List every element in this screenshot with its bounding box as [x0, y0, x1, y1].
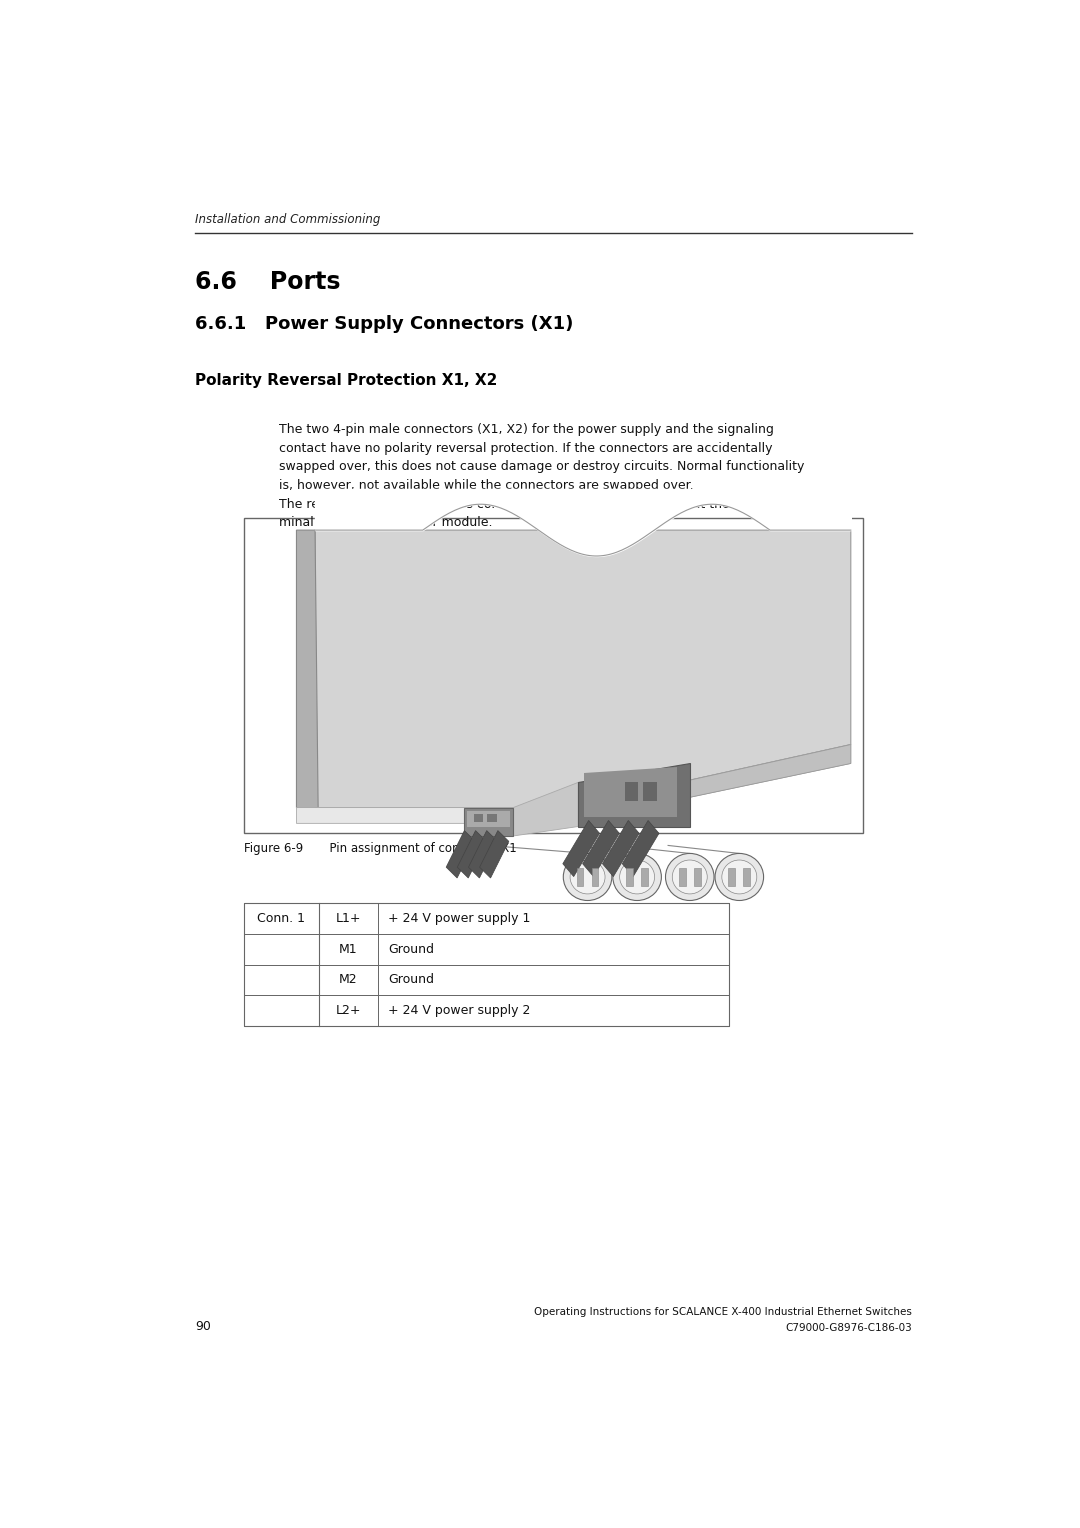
Bar	[644, 782, 657, 801]
Polygon shape	[584, 767, 677, 817]
Bar	[469, 831, 498, 879]
Bar	[603, 821, 639, 877]
Text: + 24 V power supply 1: + 24 V power supply 1	[388, 912, 530, 926]
Text: Installation and Commissioning: Installation and Commissioning	[195, 214, 380, 226]
Ellipse shape	[665, 854, 714, 900]
Ellipse shape	[721, 860, 757, 894]
Bar	[446, 831, 475, 879]
Text: L1+: L1+	[336, 912, 361, 926]
Text: 6.6.1   Power Supply Connectors (X1): 6.6.1 Power Supply Connectors (X1)	[195, 315, 573, 333]
Bar	[480, 831, 509, 879]
Polygon shape	[467, 811, 510, 827]
Text: Figure 6-9       Pin assignment of connector X1: Figure 6-9 Pin assignment of connector X…	[244, 842, 516, 856]
Text: The redundant power supply is connected over a 4-pin connector at the front ter-: The redundant power supply is connected …	[279, 498, 789, 529]
Bar	[624, 782, 638, 801]
Polygon shape	[578, 764, 690, 827]
Polygon shape	[296, 530, 319, 808]
Bar	[592, 868, 598, 886]
Text: 90: 90	[195, 1320, 211, 1334]
Bar	[487, 814, 497, 822]
Ellipse shape	[715, 854, 764, 900]
Bar	[622, 821, 659, 877]
Bar	[474, 814, 483, 822]
Polygon shape	[463, 808, 513, 836]
Polygon shape	[296, 744, 851, 824]
Ellipse shape	[570, 860, 605, 894]
Ellipse shape	[612, 854, 661, 900]
Text: Ground: Ground	[388, 943, 434, 957]
Bar	[244, 995, 729, 1025]
Bar	[626, 868, 633, 886]
Polygon shape	[315, 530, 851, 808]
Text: Conn. 1: Conn. 1	[257, 912, 306, 926]
Bar	[728, 868, 735, 886]
Text: The two 4-pin male connectors (X1, X2) for the power supply and the signaling
co: The two 4-pin male connectors (X1, X2) f…	[279, 423, 805, 492]
Bar	[577, 868, 583, 886]
Bar	[244, 964, 729, 995]
Bar	[244, 903, 729, 1025]
Text: M1: M1	[339, 943, 357, 957]
Bar	[743, 868, 751, 886]
Bar	[679, 868, 686, 886]
Bar	[582, 821, 619, 877]
Bar	[694, 868, 701, 886]
Text: Polarity Reversal Protection X1, X2: Polarity Reversal Protection X1, X2	[195, 373, 498, 388]
Bar	[642, 868, 648, 886]
Text: L2+: L2+	[336, 1004, 361, 1018]
Bar	[244, 903, 729, 934]
Text: M2: M2	[339, 973, 357, 987]
Ellipse shape	[672, 860, 707, 894]
Bar	[563, 821, 599, 877]
Text: Operating Instructions for SCALANCE X-400 Industrial Ethernet Switches
C79000-G8: Operating Instructions for SCALANCE X-40…	[534, 1306, 912, 1332]
Bar	[244, 934, 729, 964]
Ellipse shape	[564, 854, 612, 900]
Text: 6.6    Ports: 6.6 Ports	[195, 270, 341, 293]
Text: Ground: Ground	[388, 973, 434, 987]
Bar	[457, 831, 486, 879]
Ellipse shape	[620, 860, 654, 894]
Text: + 24 V power supply 2: + 24 V power supply 2	[388, 1004, 530, 1018]
Bar	[244, 518, 863, 833]
Polygon shape	[566, 744, 851, 824]
Polygon shape	[513, 782, 578, 836]
